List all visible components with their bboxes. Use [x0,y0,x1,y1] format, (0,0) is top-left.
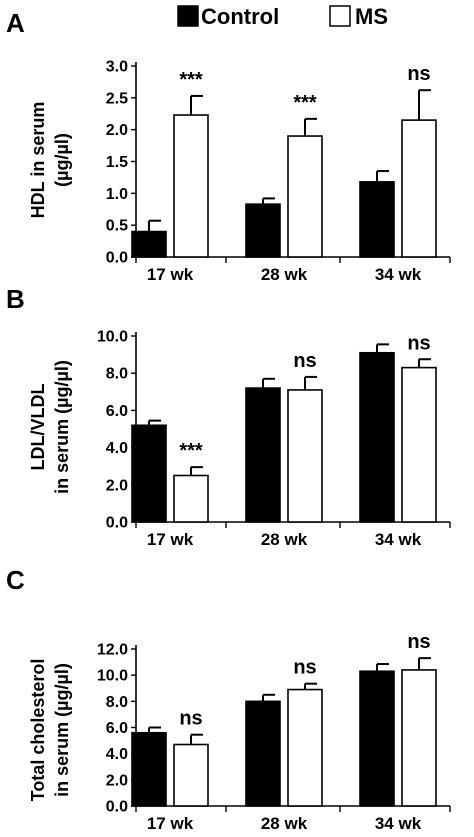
bar-ms [287,688,323,807]
y-axis-label: Total cholesterol in serum (µg/µl) [28,659,72,802]
y-tick-label: 0.0 [106,515,128,532]
y-tick-label: 3.0 [106,59,128,76]
bar-ms [401,669,437,807]
x-tick-label: 17 wk [147,265,194,284]
bar-control [131,230,167,258]
bar-ms [173,743,209,807]
y-tick-label: 0.0 [106,799,128,816]
x-tick-label: 17 wk [147,814,194,833]
y-tick-label: 1.5 [106,154,128,171]
significance-label: ns [179,708,202,730]
bar-ms [287,135,323,258]
bar-control [131,731,167,807]
panel-label: A [6,8,25,38]
significance-label: ns [407,332,430,354]
y-tick-label: 2.0 [106,477,128,494]
y-tick-label: 0.0 [106,250,128,267]
legend-ms-swatch [329,5,351,27]
x-tick-label: 28 wk [261,814,308,833]
x-tick-label: 34 wk [375,265,422,284]
bar-control [359,181,395,258]
x-tick-label: 17 wk [147,530,194,549]
x-tick-label: 34 wk [375,814,422,833]
bar-control [131,424,167,523]
bar-ms [401,366,437,523]
legend: Control MS [177,4,388,29]
bar-ms [173,114,209,258]
significance-label: ns [407,63,430,85]
y-tick-label: 8.0 [106,694,128,711]
bar-ms [401,119,437,258]
panel-label: C [6,565,25,595]
significance-label: ns [407,631,430,653]
panels: A HDL in serum (µg/µl) 0.0 0.5 1.0 1.5 2.0 2.5 3.… [6,8,451,833]
bar-ms [287,389,323,523]
significance-label: ns [293,350,316,372]
legend-ms-label: MS [355,4,388,29]
bar-control [245,387,281,523]
y-axis-label-line: HDL in serum [28,102,48,219]
y-axis-label-line: in serum (µg/µl) [52,663,72,797]
panel-a: A HDL in serum (µg/µl) 0.0 0.5 1.0 1.5 2.0 2.5 3.… [6,8,451,284]
y-tick-label: 4.0 [106,746,128,763]
y-axis-label-line: Total cholesterol [28,659,48,802]
y-tick-label: 10.0 [97,668,128,685]
legend-control-label: Control [201,4,279,29]
y-axis-label-line: LDL/VLDL [28,384,48,471]
y-axis-label-line: (µg/µl) [52,133,72,187]
bar-control [359,670,395,807]
significance-label: *** [179,440,203,462]
y-tick-label: 4.0 [106,440,128,457]
panel-c: C Total cholesterol in serum (µg/µl) 0.0 2.0… [6,565,451,833]
y-tick-label: 6.0 [106,403,128,420]
y-axis-label-line: in serum (µg/µl) [52,360,72,494]
x-tick-label: 28 wk [261,530,308,549]
y-tick-label: 8.0 [106,366,128,383]
y-tick-label: 1.0 [106,186,128,203]
y-tick-label: 0.5 [106,218,128,235]
panel-label: B [6,284,25,314]
bar-control [245,203,281,258]
y-tick-label: 2.0 [106,772,128,789]
y-tick-label: 6.0 [106,720,128,737]
significance-label: ns [293,657,316,679]
x-tick-label: 28 wk [261,265,308,284]
panel-b: B LDL/VLDL in serum (µg/µl) 0.0 2.0 4.0 6.0 8.0… [6,284,451,549]
x-tick-label: 34 wk [375,530,422,549]
y-tick-label: 2.0 [106,122,128,139]
y-tick-label: 2.5 [106,90,128,107]
significance-label: *** [179,69,203,91]
y-tick-label: 12.0 [97,642,128,659]
bar-control [245,700,281,807]
y-axis-label: HDL in serum (µg/µl) [28,102,72,219]
y-tick-label: 10.0 [97,329,128,346]
legend-control-swatch [177,5,199,27]
y-axis-label: LDL/VLDL in serum (µg/µl) [28,360,72,494]
bar-control [359,351,395,523]
significance-label: *** [293,92,317,114]
bar-ms [173,474,209,523]
